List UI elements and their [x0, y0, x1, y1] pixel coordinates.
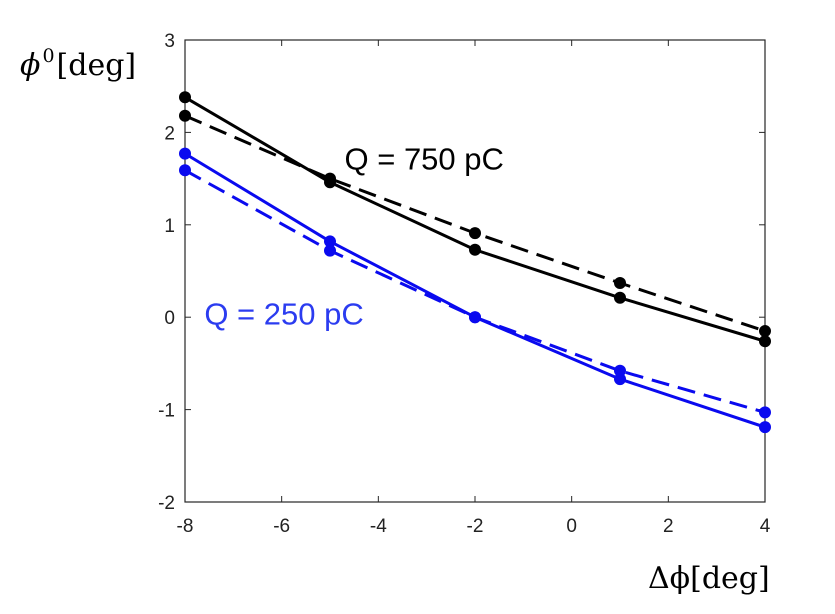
ticks [184, 39, 766, 503]
y-axis-title-base: ϕ [20, 48, 40, 83]
data-point-q250-solid [614, 373, 626, 386]
tick-labels: -8 -6 -4 -2 0 2 4 -2 -1 0 1 2 3 [158, 31, 771, 537]
y-tick-label: -2 [158, 493, 175, 514]
data-point-q750-dashed [179, 109, 191, 122]
data-point-q750-solid [759, 335, 771, 348]
data-point-q250-dashed [614, 364, 626, 377]
data-point-q750-solid [179, 91, 191, 104]
x-tick-label: -2 [467, 516, 484, 537]
annotation-q-250: Q = 250 pC [204, 297, 363, 332]
y-axis-title-sup: 0 [42, 45, 54, 67]
data-point-q250-dashed [759, 406, 771, 419]
annotation-q-750: Q = 750 pC [345, 141, 504, 176]
y-tick-label: -1 [158, 401, 175, 422]
plot-frame [184, 39, 766, 503]
data-point-q750-solid [469, 243, 481, 256]
data-point-q250-solid [324, 235, 336, 248]
data-point-q250-dashed [469, 311, 481, 324]
data-point-q750-dashed [759, 325, 771, 338]
data-point-q750-dashed [324, 172, 336, 185]
data-point-q750-dashed [469, 227, 481, 240]
x-tick-label: 4 [760, 516, 771, 537]
y-tick-label: 1 [164, 216, 175, 237]
y-axis-title-unit: [deg] [57, 48, 137, 83]
data-point-q250-dashed [324, 244, 336, 257]
data-point-q750-dashed [614, 277, 626, 290]
y-axis-title: ϕ 0[deg] [20, 45, 136, 83]
data-point-q250-solid [759, 421, 771, 434]
y-tick-label: 3 [164, 31, 175, 52]
x-tick-label: -6 [273, 516, 290, 537]
x-tick-label: 0 [566, 516, 577, 537]
x-tick-label: 2 [663, 516, 674, 537]
x-tick-label: -4 [370, 516, 387, 537]
series-line-q250-solid [184, 152, 766, 429]
data-point-q750-solid [614, 291, 626, 304]
y-tick-label: 0 [164, 308, 175, 329]
data-point-q250-dashed [179, 164, 191, 177]
data-point-q250-solid [179, 147, 191, 160]
y-tick-label: 2 [164, 123, 175, 144]
marker-layer [179, 91, 771, 434]
x-axis-title: Δϕ[deg] [648, 561, 770, 596]
x-tick-label: -8 [177, 516, 194, 537]
